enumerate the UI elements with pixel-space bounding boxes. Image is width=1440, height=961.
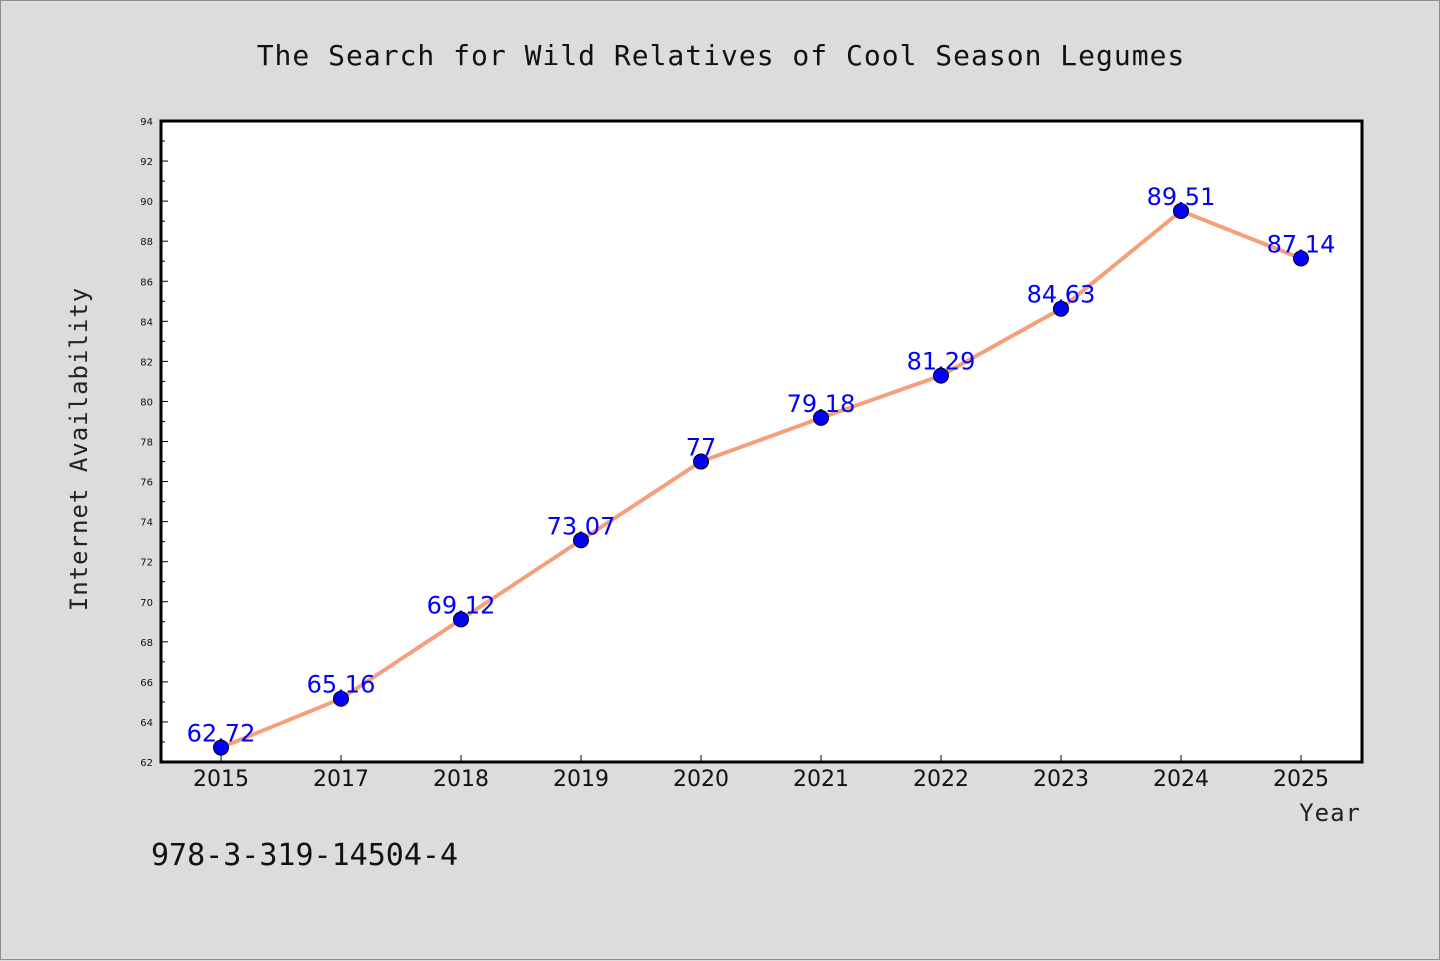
- y-tick-label: 72: [140, 558, 153, 569]
- y-tick-label: 86: [140, 277, 153, 288]
- data-point-marker: [1053, 300, 1069, 317]
- x-tick-label: 2015: [193, 767, 249, 792]
- y-tick-label: 70: [140, 598, 153, 609]
- x-tick-label: 2017: [313, 767, 369, 792]
- data-point-marker: [333, 690, 349, 707]
- y-tick-label: 88: [140, 237, 153, 248]
- y-tick-label: 92: [140, 157, 153, 168]
- data-point-marker: [933, 367, 949, 384]
- y-tick-label: 62: [140, 758, 153, 769]
- data-point-marker: [1293, 250, 1309, 267]
- x-tick-label: 2019: [553, 767, 609, 792]
- y-tick-label: 74: [140, 518, 153, 529]
- data-point-marker: [813, 409, 829, 426]
- y-tick-label: 94: [140, 117, 153, 128]
- y-tick-label: 90: [140, 197, 153, 208]
- x-tick-label: 2021: [793, 767, 849, 792]
- x-tick-label: 2024: [1153, 767, 1209, 792]
- data-point-marker: [1173, 202, 1189, 219]
- x-tick-label: 2022: [913, 767, 969, 792]
- x-tick-label: 2020: [673, 767, 729, 792]
- y-tick-label: 76: [140, 478, 153, 489]
- y-tick-label: 64: [140, 718, 153, 729]
- chart-title: The Search for Wild Relatives of Cool Se…: [257, 39, 1186, 72]
- y-axis: 62 64 66 68 70 72 74 76 78 80 82 84 86 88 90 92 94: [140, 117, 168, 769]
- y-axis-label: Internet Availability: [65, 287, 93, 611]
- series-line: [220, 208, 1302, 750]
- x-axis-label: Year: [1299, 799, 1361, 827]
- x-tick-label: 2018: [433, 767, 489, 792]
- y-tick-label: 82: [140, 357, 153, 368]
- data-point-marker: [453, 611, 469, 628]
- footer-isbn: 978-3-319-14504-4: [151, 838, 458, 873]
- y-tick-label: 66: [140, 678, 153, 689]
- x-tick-label: 2025: [1273, 767, 1329, 792]
- x-tick-label: 2023: [1033, 767, 1089, 792]
- y-tick-label: 80: [140, 397, 153, 408]
- y-tick-label: 68: [140, 638, 153, 649]
- series-layer: 62.7265.1669.1273.077779.1881.2984.6389.…: [187, 183, 1335, 756]
- x-axis: 2015 2017 2018 2019 2020 2021 2022 2023 2024 2025: [193, 755, 1329, 792]
- y-tick-label: 78: [140, 438, 153, 449]
- data-point-marker: [213, 739, 229, 756]
- data-point-marker: [573, 532, 589, 549]
- data-point-marker: [693, 453, 709, 470]
- y-tick-label: 84: [140, 317, 153, 328]
